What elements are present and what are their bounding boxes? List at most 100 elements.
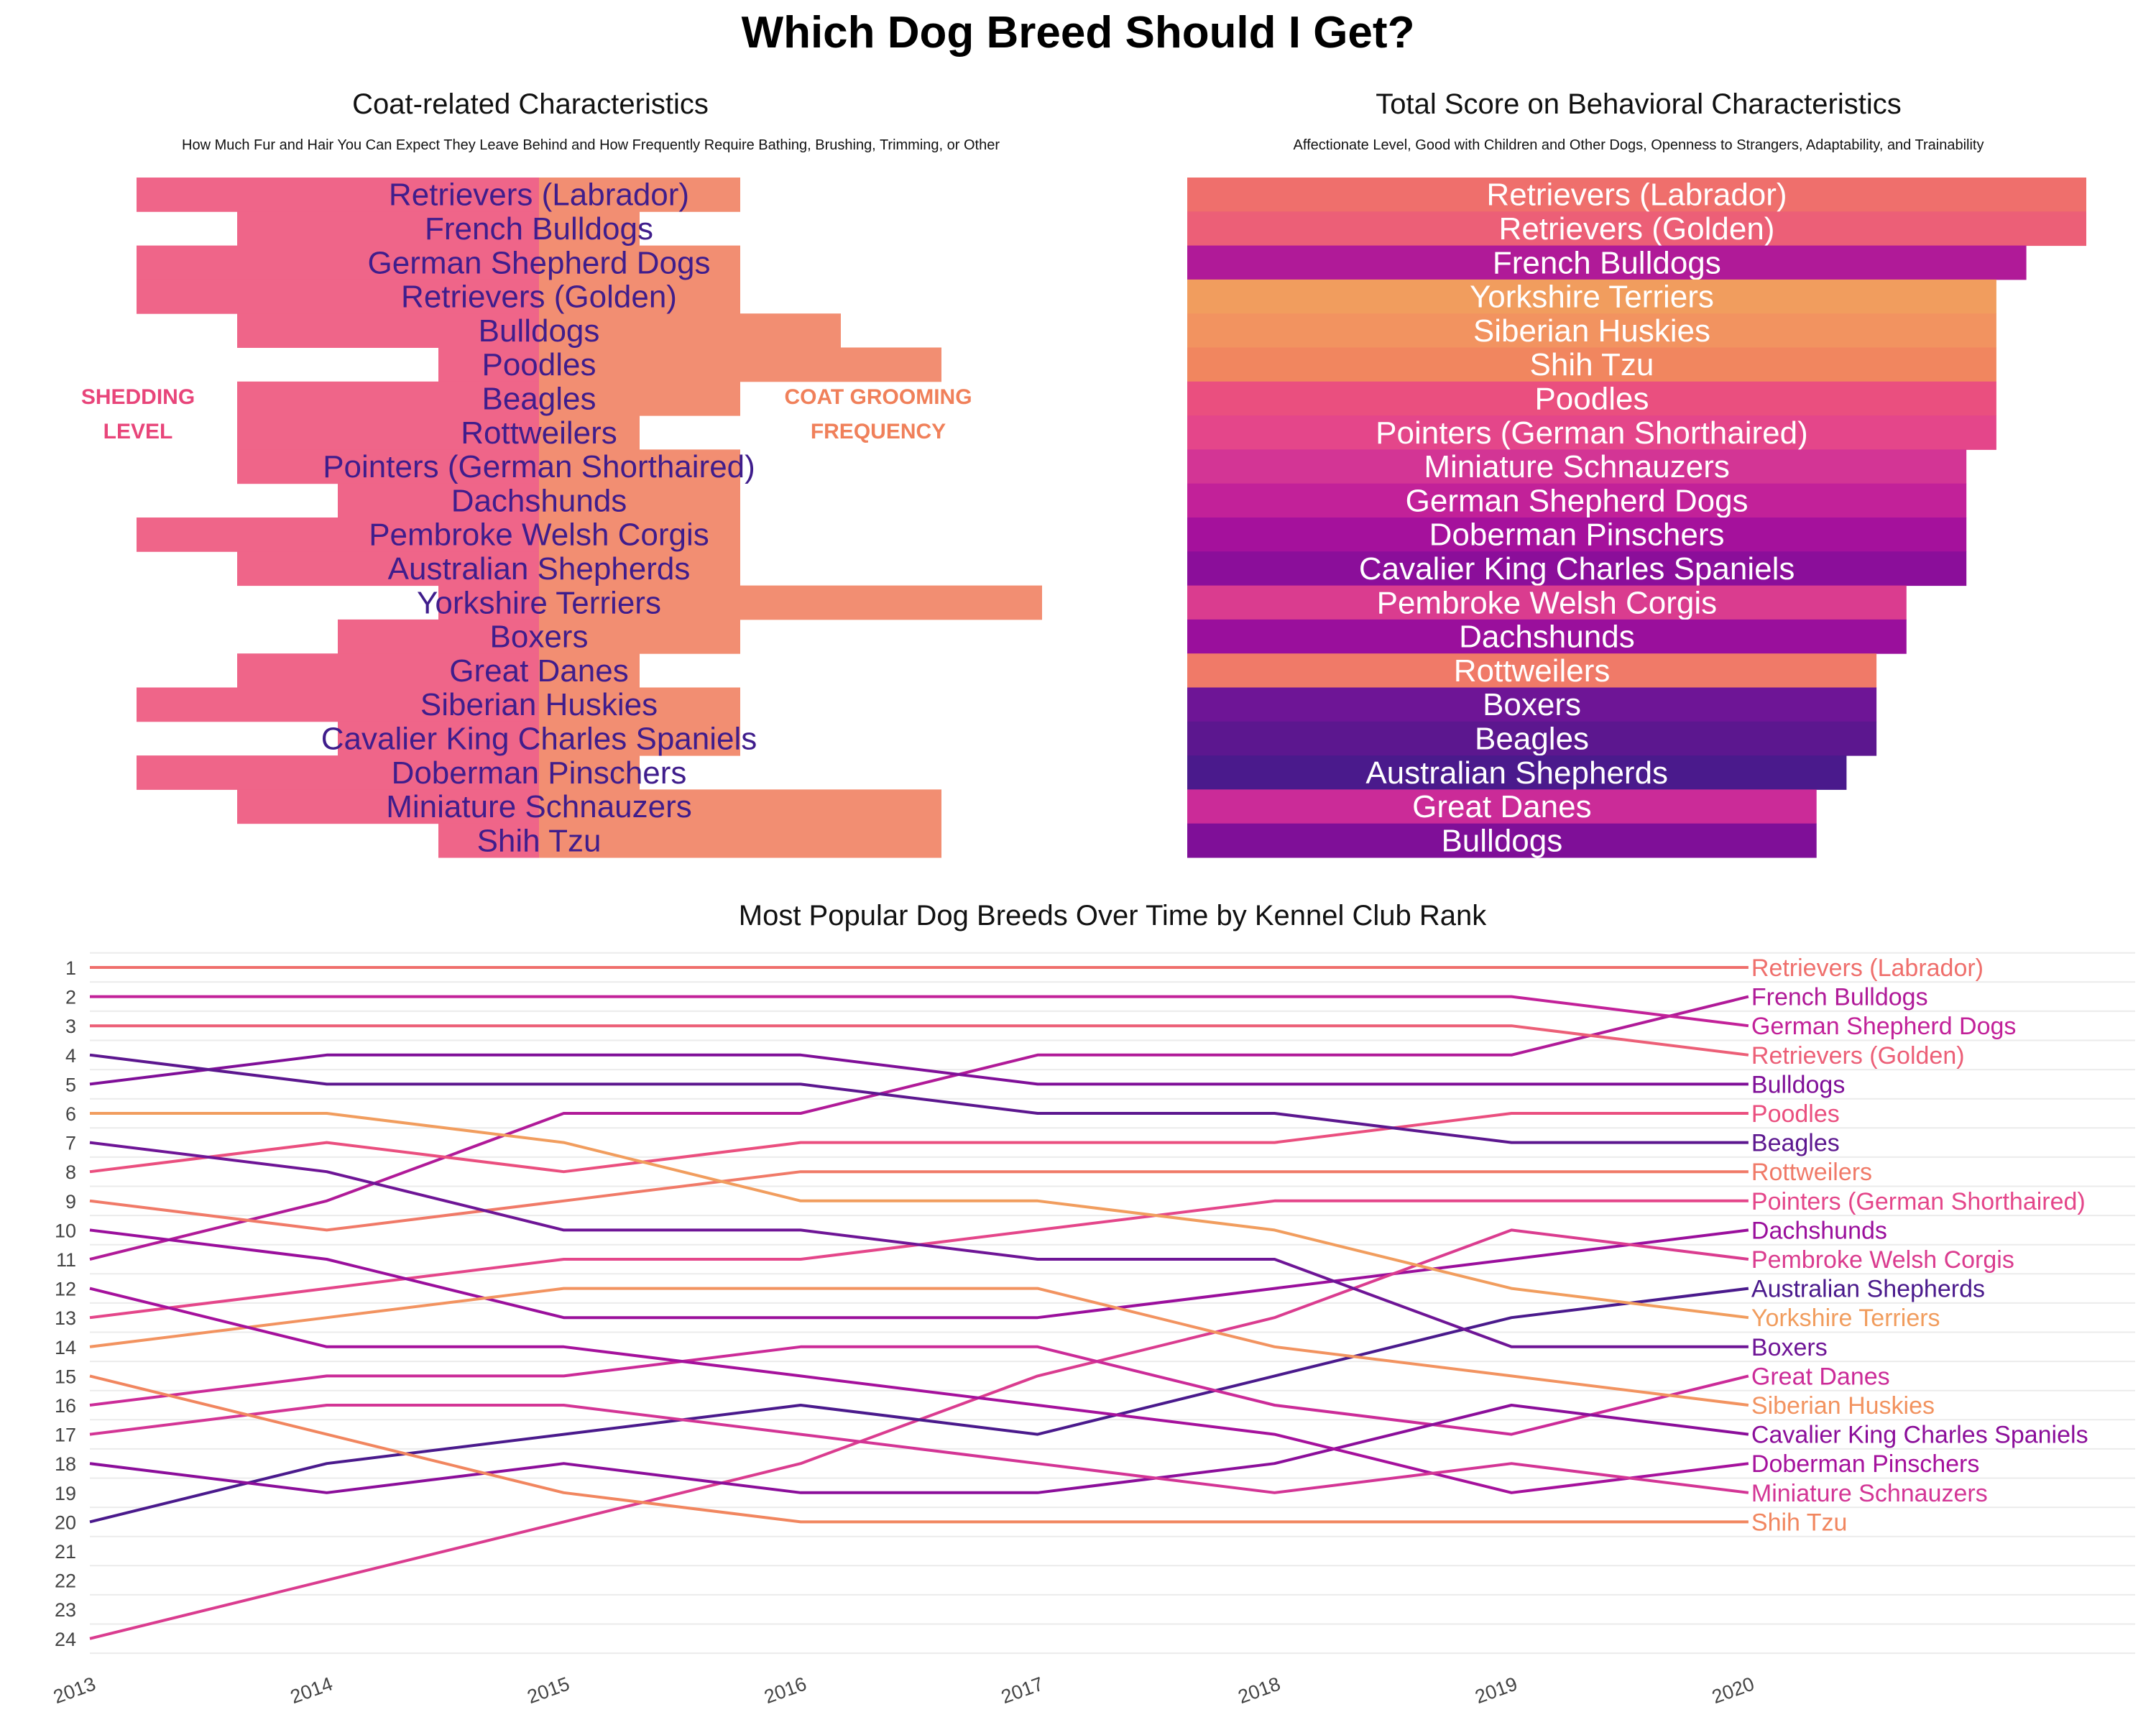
behavior-bar bbox=[1187, 483, 1967, 518]
series-end-label: Australian Shepherds bbox=[1751, 1276, 1985, 1303]
series-end-label: Great Danes bbox=[1751, 1363, 1890, 1390]
y-tick-label: 1 bbox=[65, 957, 76, 979]
rank-chart: Most Popular Dog Breeds Over Time by Ken… bbox=[50, 900, 2135, 1708]
rank-line bbox=[89, 1228, 1749, 1640]
behavior-bar-label: Bulldogs bbox=[1441, 823, 1562, 858]
grooming-bar bbox=[539, 619, 740, 654]
grooming-bar bbox=[539, 755, 640, 790]
y-tick-label: 19 bbox=[55, 1483, 76, 1504]
coat-bar-label: Retrievers (Labrador) bbox=[389, 178, 689, 213]
behavior-bar bbox=[1187, 415, 1996, 450]
behavior-bar-label: Pembroke Welsh Corgis bbox=[1377, 585, 1718, 620]
shedding-bar bbox=[338, 619, 539, 654]
y-tick-label: 4 bbox=[65, 1045, 76, 1067]
rank-line bbox=[89, 1199, 1749, 1320]
series-end-label: Retrievers (Golden) bbox=[1751, 1042, 1965, 1070]
shedding-bar bbox=[338, 483, 539, 518]
behavior-bar bbox=[1187, 823, 1817, 858]
behavior-chart: Total Score on Behavioral Characteristic… bbox=[1187, 88, 2086, 858]
rank-line bbox=[90, 995, 1749, 1028]
coat-chart: Coat-related Characteristics How Much Fu… bbox=[81, 88, 1042, 858]
coat-bar-label: Pembroke Welsh Corgis bbox=[369, 518, 709, 553]
behavior-bar-label: Beagles bbox=[1475, 721, 1589, 756]
coat-bar-label: Pointers (German Shorthaired) bbox=[323, 449, 755, 484]
series-end-label: Cavalier King Charles Spaniels bbox=[1751, 1422, 2088, 1449]
rank-line bbox=[89, 1053, 1749, 1086]
grooming-bar bbox=[539, 483, 740, 518]
x-tick-label: 2014 bbox=[287, 1673, 336, 1708]
x-tick-label: 2020 bbox=[1709, 1673, 1757, 1708]
grooming-bar bbox=[539, 245, 740, 280]
y-tick-label: 14 bbox=[55, 1337, 76, 1358]
behavior-bar bbox=[1187, 211, 2086, 247]
behavior-bar bbox=[1187, 518, 1967, 552]
coat-bar-label: Australian Shepherds bbox=[388, 551, 691, 586]
rank-line bbox=[89, 1404, 1749, 1494]
shedding-bar bbox=[338, 721, 539, 756]
series-end-label: French Bulldogs bbox=[1751, 984, 1928, 1011]
y-tick-label: 7 bbox=[65, 1133, 76, 1154]
grooming-bar bbox=[539, 415, 640, 450]
behavior-bar-label: Retrievers (Golden) bbox=[1499, 211, 1775, 247]
coat-bar-label: French Bulldogs bbox=[425, 211, 653, 247]
behavior-bar bbox=[1187, 755, 1847, 790]
shedding-bar bbox=[237, 415, 539, 450]
rank-line bbox=[89, 1170, 1749, 1232]
y-tick-label: 13 bbox=[55, 1307, 76, 1329]
series-end-label: Poodles bbox=[1751, 1100, 1840, 1128]
behavior-bar bbox=[1187, 313, 1996, 348]
y-tick-label: 20 bbox=[55, 1512, 76, 1533]
grooming-bar bbox=[539, 347, 941, 382]
rank-chart-title: Most Popular Dog Breeds Over Time by Ken… bbox=[739, 900, 1487, 932]
grooming-bar bbox=[539, 313, 841, 348]
behavior-bar-label: Cavalier King Charles Spaniels bbox=[1359, 551, 1795, 586]
coat-bar-label: Dachshunds bbox=[451, 483, 627, 518]
grooming-bar bbox=[539, 518, 740, 552]
shedding-bar bbox=[237, 211, 539, 247]
y-tick-label: 6 bbox=[65, 1103, 76, 1125]
grooming-bar bbox=[539, 653, 640, 688]
rank-line bbox=[90, 1024, 1749, 1057]
rank-line bbox=[89, 1287, 1749, 1407]
shedding-bar bbox=[137, 687, 539, 722]
shedding-label-2: LEVEL bbox=[103, 420, 173, 443]
y-tick-label: 3 bbox=[65, 1016, 76, 1037]
coat-bar-label: Yorkshire Terriers bbox=[417, 585, 661, 620]
behavior-bar-label: Rottweilers bbox=[1454, 653, 1611, 689]
coat-bar-label: Boxers bbox=[490, 620, 589, 655]
series-end-label: Dachshunds bbox=[1751, 1217, 1887, 1244]
series-end-label: Retrievers (Labrador) bbox=[1751, 954, 1984, 982]
grooming-bar bbox=[539, 381, 740, 416]
shedding-bar bbox=[237, 313, 539, 348]
shedding-bar bbox=[237, 449, 539, 484]
behavior-bar-label: Dachshunds bbox=[1459, 620, 1635, 655]
series-end-label: Rottweilers bbox=[1751, 1159, 1872, 1186]
behavior-bar-label: Yorkshire Terriers bbox=[1470, 280, 1714, 315]
coat-chart-subtitle: How Much Fur and Hair You Can Expect The… bbox=[182, 137, 1000, 153]
behavior-bar bbox=[1187, 347, 1996, 382]
behavior-chart-subtitle: Affectionate Level, Good with Children a… bbox=[1294, 137, 1984, 153]
series-end-label: Boxers bbox=[1751, 1334, 1828, 1361]
grooming-bar bbox=[539, 551, 740, 586]
coat-bar-label: Doberman Pinschers bbox=[392, 755, 687, 791]
behavior-bar-label: Miniature Schnauzers bbox=[1424, 449, 1730, 484]
coat-bar-label: Beagles bbox=[482, 381, 596, 416]
grooming-bar bbox=[539, 279, 740, 314]
behavior-bar bbox=[1187, 381, 1996, 416]
behavior-bar bbox=[1187, 789, 1817, 824]
series-end-label: Pointers (German Shorthaired) bbox=[1751, 1188, 2086, 1215]
rank-line bbox=[89, 1287, 1749, 1524]
behavior-bar bbox=[1187, 279, 1996, 314]
x-tick-label: 2019 bbox=[1473, 1673, 1521, 1708]
shedding-bar bbox=[137, 279, 539, 314]
shedding-bar bbox=[438, 823, 539, 858]
behavior-bar-label: Great Danes bbox=[1412, 789, 1591, 824]
series-end-label: Siberian Huskies bbox=[1751, 1392, 1935, 1420]
coat-bar-label: Miniature Schnauzers bbox=[386, 789, 692, 824]
shedding-bar bbox=[237, 789, 539, 824]
grooming-bar bbox=[539, 721, 740, 756]
y-tick-label: 9 bbox=[65, 1191, 76, 1213]
behavior-bar bbox=[1187, 551, 1967, 586]
behavior-bar bbox=[1187, 687, 1877, 722]
coat-bar-label: Poodles bbox=[482, 347, 596, 382]
